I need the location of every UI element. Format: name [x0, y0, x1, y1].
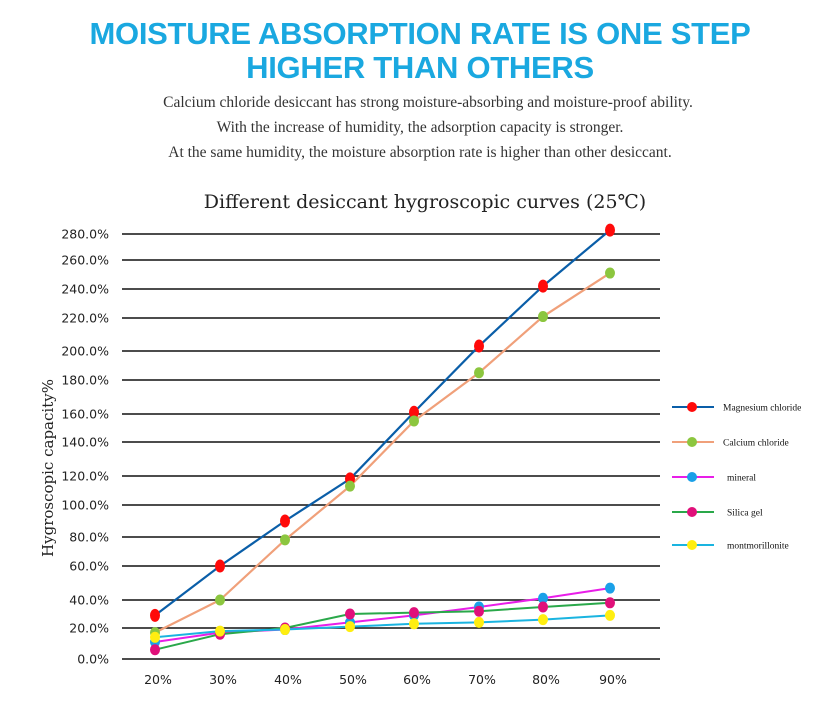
data-point-magnesium-chloride	[280, 514, 290, 528]
data-point-silica-gel	[474, 605, 484, 617]
y-tick-label: 160.0%	[61, 407, 109, 422]
x-tick-label: 60%	[403, 672, 431, 687]
data-point-montmorillonite	[605, 609, 615, 621]
data-point-silica-gel	[409, 607, 419, 619]
y-tick-label: 40.0%	[69, 593, 109, 608]
legend-marker	[687, 437, 697, 447]
legend-marker	[687, 402, 697, 412]
y-tick-label: 120.0%	[61, 469, 109, 484]
data-point-calcium-chloride	[538, 311, 548, 323]
series-lines	[154, 229, 611, 651]
data-point-montmorillonite	[538, 614, 548, 626]
y-axis-label: Hygroscopic capacity%	[39, 379, 57, 557]
legend-marker	[687, 540, 697, 550]
headline-line-1: MOISTURE ABSORPTION RATE IS ONE STEP	[89, 16, 751, 51]
data-point-calcium-chloride	[409, 415, 419, 427]
data-point-magnesium-chloride	[409, 405, 419, 419]
y-tick-label: 140.0%	[61, 435, 109, 450]
series-line-calcium-chloride	[154, 272, 611, 634]
legend-label: Silica gel	[727, 509, 763, 519]
y-tick-label: 220.0%	[61, 311, 109, 326]
legend-marker	[687, 472, 697, 482]
chart-title: Different desiccant hygroscopic curves (…	[204, 191, 646, 213]
description-line-2: With the increase of humidity, the adsor…	[216, 119, 624, 136]
series-line-magnesium-chloride	[154, 229, 611, 617]
x-tick-label: 30%	[209, 672, 237, 687]
y-tick-label: 180.0%	[61, 373, 109, 388]
y-tick-label: 200.0%	[61, 344, 109, 359]
data-point-silica-gel	[345, 608, 355, 620]
y-tick-label: 80.0%	[69, 530, 109, 545]
data-point-montmorillonite	[474, 616, 484, 628]
x-tick-label: 20%	[144, 672, 172, 687]
data-point-montmorillonite	[409, 618, 419, 630]
legend-label: Calcium chloride	[723, 439, 789, 449]
data-point-magnesium-chloride	[538, 279, 548, 293]
y-axis-ticks: 0.0% 20.0% 40.0% 60.0% 80.0% 100.0% 120.0% 140.…	[61, 227, 109, 667]
data-point-magnesium-chloride	[215, 559, 225, 573]
data-point-montmorillonite	[280, 624, 290, 636]
legend-label: montmorillonite	[727, 542, 789, 552]
description-line-3: At the same humidity, the moisture absor…	[168, 144, 672, 161]
data-point-magnesium-chloride	[474, 339, 484, 353]
y-tick-label: 60.0%	[69, 559, 109, 574]
data-point-silica-gel	[150, 644, 160, 656]
x-axis-ticks: 20% 30% 40% 50% 60% 70% 80% 90%	[144, 672, 627, 687]
data-point-calcium-chloride	[474, 367, 484, 379]
data-point-magnesium-chloride	[150, 608, 160, 622]
series-line-mineral	[154, 587, 611, 643]
series-line-montmorillonite	[154, 614, 611, 639]
y-tick-label: 100.0%	[61, 498, 109, 513]
data-point-calcium-chloride	[215, 594, 225, 606]
x-tick-label: 70%	[468, 672, 496, 687]
x-tick-label: 50%	[339, 672, 367, 687]
series-markers	[150, 223, 615, 656]
data-point-calcium-chloride	[280, 534, 290, 546]
legend-label: Magnesium chloride	[723, 404, 801, 414]
data-point-silica-gel	[538, 601, 548, 613]
data-point-calcium-chloride	[345, 480, 355, 492]
x-tick-label: 80%	[532, 672, 560, 687]
y-tick-label: 240.0%	[61, 282, 109, 297]
gridlines	[122, 233, 660, 660]
series-line-silica-gel	[154, 601, 611, 651]
x-tick-label: 90%	[599, 672, 627, 687]
legend-label: mineral	[727, 474, 756, 484]
y-tick-label: 0.0%	[77, 652, 109, 667]
data-point-montmorillonite	[345, 621, 355, 633]
data-point-mineral	[605, 582, 615, 594]
y-tick-label: 260.0%	[61, 253, 109, 268]
data-point-montmorillonite	[150, 631, 160, 643]
data-point-montmorillonite	[215, 625, 225, 637]
data-point-mineral	[538, 592, 548, 604]
data-point-calcium-chloride	[605, 267, 615, 279]
description-line-1: Calcium chloride desiccant has strong mo…	[163, 94, 693, 111]
y-tick-label: 280.0%	[61, 227, 109, 242]
data-point-silica-gel	[605, 597, 615, 609]
y-tick-label: 20.0%	[69, 621, 109, 636]
legend-marker	[687, 507, 697, 517]
legend: Magnesium chloride Calcium chloride minera…	[672, 402, 801, 552]
x-tick-label: 40%	[274, 672, 302, 687]
headline-line-2: HIGHER THAN OTHERS	[246, 50, 594, 85]
data-point-magnesium-chloride	[605, 223, 615, 237]
